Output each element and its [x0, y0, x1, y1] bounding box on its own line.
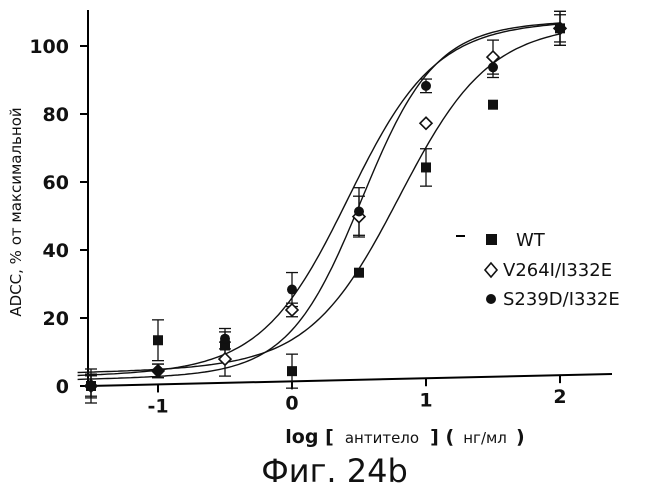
- fit-curve: [78, 24, 560, 375]
- point-s239d-i332e: [488, 62, 498, 72]
- y-tick-label: 60: [43, 172, 69, 194]
- point-wt: [354, 268, 364, 278]
- point-s239d-i332e: [220, 334, 230, 344]
- x-label-part: ] (: [430, 426, 454, 448]
- legend-marker-v264i: [485, 263, 497, 277]
- fit-curve: [78, 34, 560, 373]
- svg-text:log [ антитело ] (: log [ антитело ] ( нг/мл ): [285, 426, 524, 448]
- point-wt: [153, 335, 163, 345]
- x-label-part: антитело: [345, 429, 419, 447]
- legend-label-s239d: S239D/I332E: [503, 289, 620, 310]
- point-s239d-i332e: [354, 207, 364, 217]
- legend-label-wt: WT: [516, 230, 546, 251]
- y-axis-label: ADCC, % от максимальной: [7, 107, 25, 316]
- point-s239d-i332e: [86, 381, 96, 391]
- y-tick-label: 0: [56, 376, 69, 398]
- fit-curve: [78, 23, 560, 379]
- x-label-part: ): [516, 426, 525, 448]
- x-label-part: log [: [285, 426, 333, 448]
- point-wt: [287, 366, 297, 376]
- chart: 0 20 40 60 80 100 -1 0 1 2 ADCC, % от максимально…: [0, 0, 669, 450]
- ticks: 0 20 40 60 80 100 -1 0 1 2: [29, 36, 566, 417]
- x-tick-label: 1: [419, 389, 432, 411]
- x-tick-label: 2: [553, 386, 566, 408]
- point-s239d-i332e: [287, 285, 297, 295]
- point-wt: [421, 162, 431, 172]
- y-tick-label: 80: [43, 104, 69, 126]
- figure-caption: Фиг. 24b: [0, 452, 669, 490]
- x-tick-label: -1: [147, 395, 168, 417]
- point-wt: [488, 100, 498, 110]
- point-s239d-i332e: [555, 23, 565, 33]
- x-axis-label: log [ антитело ] ( нг/мл ): [285, 426, 524, 448]
- legend-marker-s239d: [486, 294, 496, 304]
- legend-marker-wt: [486, 234, 497, 245]
- y-tick-label: 40: [43, 240, 69, 262]
- x-label-part: нг/мл: [463, 429, 507, 447]
- y-tick-label: 20: [43, 308, 69, 330]
- point-v264i-i332e: [420, 117, 432, 129]
- point-v264i-i332e: [487, 51, 499, 63]
- legend-label-v264i: V264I/I332E: [503, 260, 612, 281]
- axes: [88, 10, 612, 386]
- y-tick-label: 100: [29, 36, 69, 58]
- legend: WT V264I/I332E S239D/I332E: [456, 230, 620, 310]
- fit-curves: [78, 23, 560, 379]
- x-tick-label: 0: [285, 392, 298, 414]
- point-s239d-i332e: [421, 81, 431, 91]
- point-s239d-i332e: [153, 366, 163, 376]
- point-v264i-i332e: [286, 304, 298, 316]
